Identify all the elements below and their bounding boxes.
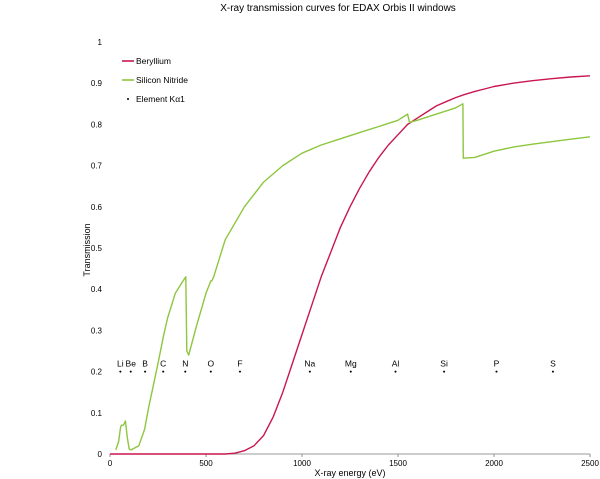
element-point-mg (349, 370, 352, 373)
x-axis-title: X-ray energy (eV) (314, 468, 385, 478)
x-tick-label: 1000 (293, 459, 311, 468)
chart-title: X-ray transmission curves for EDAX Orbis… (220, 3, 456, 14)
element-label-c: C (160, 359, 166, 369)
x-tick-label: 2000 (485, 459, 503, 468)
element-point-be (129, 370, 132, 373)
y-tick-label: 0.5 (91, 244, 103, 253)
element-label-al: Al (392, 359, 400, 369)
legend-label-silicon-nitride: Silicon Nitride (136, 75, 188, 85)
legend-label-beryllium: Beryllium (136, 56, 171, 66)
y-tick-label: 0.3 (91, 326, 103, 335)
y-tick-label: 0.7 (91, 162, 103, 171)
element-point-f (238, 370, 241, 373)
y-tick-label: 0.4 (91, 285, 103, 294)
element-markers: Li Be B C N O F Na Mg Al Si P S (117, 359, 556, 373)
y-tick-label: 0 (98, 450, 103, 459)
element-label-p: P (494, 359, 500, 369)
y-tick-label: 0.2 (91, 368, 103, 377)
x-tick-label: 0 (108, 459, 113, 468)
element-point-si (443, 370, 446, 373)
element-point-p (495, 370, 498, 373)
y-axis-title: Transmission (82, 223, 92, 276)
y-tick-label: 0.1 (91, 409, 103, 418)
x-tick-label: 500 (199, 459, 213, 468)
x-tick-label: 1500 (389, 459, 407, 468)
plot-area (110, 75, 591, 455)
element-label-mg: Mg (345, 359, 357, 369)
element-point-c (162, 370, 165, 373)
element-label-be: Be (126, 359, 137, 369)
y-tick-label: 1 (98, 38, 103, 47)
series-line-silicon-nitride (115, 103, 591, 451)
element-label-li: Li (117, 359, 124, 369)
element-point-na (308, 370, 311, 373)
element-point-al (394, 370, 397, 373)
element-point-s (551, 370, 554, 373)
legend-marker-element-k-1 (127, 98, 129, 100)
x-tick-label: 2500 (581, 459, 599, 468)
element-label-s: S (550, 359, 556, 369)
element-point-b (144, 370, 147, 373)
element-point-n (184, 370, 187, 373)
element-label-f: F (237, 359, 242, 369)
legend: Beryllium Silicon Nitride Element Kα1 (122, 56, 188, 104)
y-tick-label: 0.9 (91, 79, 103, 88)
legend-label-element-k-1: Element Kα1 (136, 94, 185, 104)
element-label-b: B (142, 359, 148, 369)
y-tick-label: 0.6 (91, 203, 103, 212)
y-tick-label: 0.8 (91, 120, 103, 129)
element-point-o (209, 370, 212, 373)
element-point-li (119, 370, 122, 373)
element-label-o: O (207, 359, 214, 369)
element-label-n: N (182, 359, 188, 369)
element-label-si: Si (440, 359, 448, 369)
axes: 0 500 1000 1500 2000 2500 0 0.1 0.2 0.3 0.4 0.5 0.6 0… (91, 38, 600, 468)
element-label-na: Na (304, 359, 315, 369)
series-line-beryllium (110, 75, 591, 455)
